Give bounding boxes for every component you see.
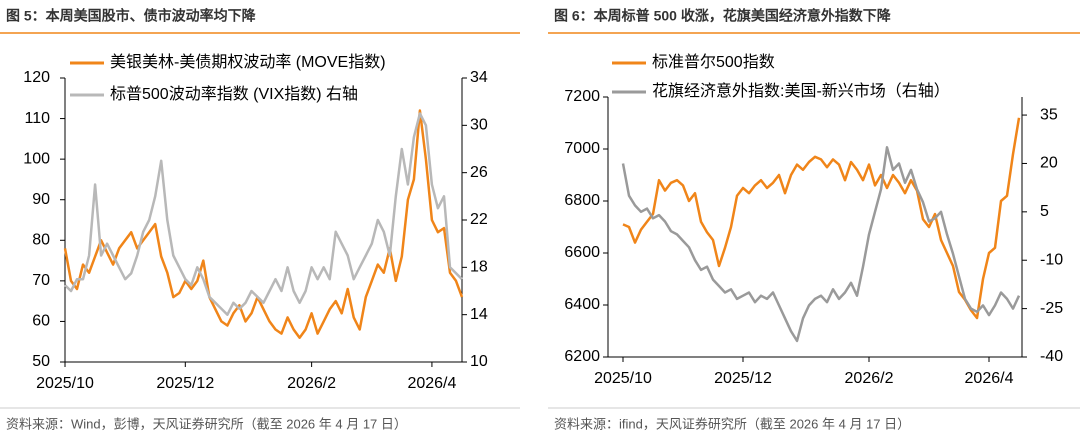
y2-tick-label: 22 bbox=[470, 211, 488, 228]
y-tick-label: 6600 bbox=[564, 244, 600, 261]
x-tick-label: 2025/10 bbox=[36, 375, 94, 392]
y-tick-label: 90 bbox=[32, 191, 50, 208]
chart-title: 图 6：本周标普 500 收涨，花旗美国经济意外指数下降 bbox=[554, 8, 892, 24]
series-line bbox=[63, 109, 464, 339]
x-tick-label: 2026/2 bbox=[845, 370, 894, 387]
legend-label: 花旗经济意外指数:美国-新兴市场（右轴） bbox=[652, 81, 950, 100]
y2-tick-label: -25 bbox=[1040, 300, 1063, 317]
y2-tick-label: 18 bbox=[470, 259, 488, 276]
y-tick-label: 7200 bbox=[564, 88, 600, 105]
y-tick-label: 60 bbox=[32, 313, 50, 330]
y2-tick-label: 5 bbox=[1040, 203, 1049, 220]
chart-title: 图 5：本周美国股市、债市波动率均下降 bbox=[6, 8, 257, 24]
x-tick-label: 2025/12 bbox=[156, 375, 214, 392]
legend-label: 美银美林-美债期权波动率 (MOVE指数) bbox=[110, 53, 386, 71]
x-tick-label: 2026/4 bbox=[407, 375, 456, 392]
y-tick-label: 120 bbox=[23, 69, 50, 86]
y2-tick-label: 34 bbox=[470, 69, 488, 86]
series-line bbox=[621, 146, 1021, 343]
y2-tick-label: 10 bbox=[470, 353, 488, 370]
series-line bbox=[622, 117, 1021, 320]
y2-tick-label: 14 bbox=[470, 306, 488, 323]
x-tick-label: 2025/10 bbox=[594, 370, 652, 387]
x-tick-label: 2026/2 bbox=[287, 375, 336, 392]
y2-tick-label: 35 bbox=[1040, 106, 1058, 123]
source-note: 资料来源：Wind，彭博，天风证券研究所（截至 2026 年 4 月 17 日） bbox=[6, 416, 407, 431]
y2-tick-label: 26 bbox=[470, 164, 488, 181]
y-tick-label: 50 bbox=[32, 353, 50, 370]
y-tick-label: 6400 bbox=[564, 296, 600, 313]
x-tick-label: 2026/4 bbox=[965, 370, 1014, 387]
y-tick-label: 70 bbox=[32, 272, 50, 289]
legend-label: 标准普尔500指数 bbox=[652, 53, 775, 71]
y2-tick-label: -40 bbox=[1040, 348, 1063, 365]
legend-label: 标普500波动率指数 (VIX指数) 右轴 bbox=[110, 85, 358, 103]
y-tick-label: 6200 bbox=[564, 348, 600, 365]
y-tick-label: 6800 bbox=[564, 192, 600, 209]
y-tick-label: 100 bbox=[23, 150, 50, 167]
y2-tick-label: 20 bbox=[1040, 155, 1058, 172]
x-tick-label: 2025/12 bbox=[714, 370, 772, 387]
series-line bbox=[64, 112, 463, 316]
source-note: 资料来源：ifind，天风证券研究所（截至 2026 年 4 月 17 日） bbox=[554, 416, 910, 431]
y-tick-label: 110 bbox=[24, 110, 50, 127]
y2-tick-label: 30 bbox=[470, 117, 488, 134]
y-tick-label: 7000 bbox=[564, 140, 600, 157]
y2-tick-label: -10 bbox=[1040, 251, 1063, 268]
y-tick-label: 80 bbox=[32, 232, 50, 249]
